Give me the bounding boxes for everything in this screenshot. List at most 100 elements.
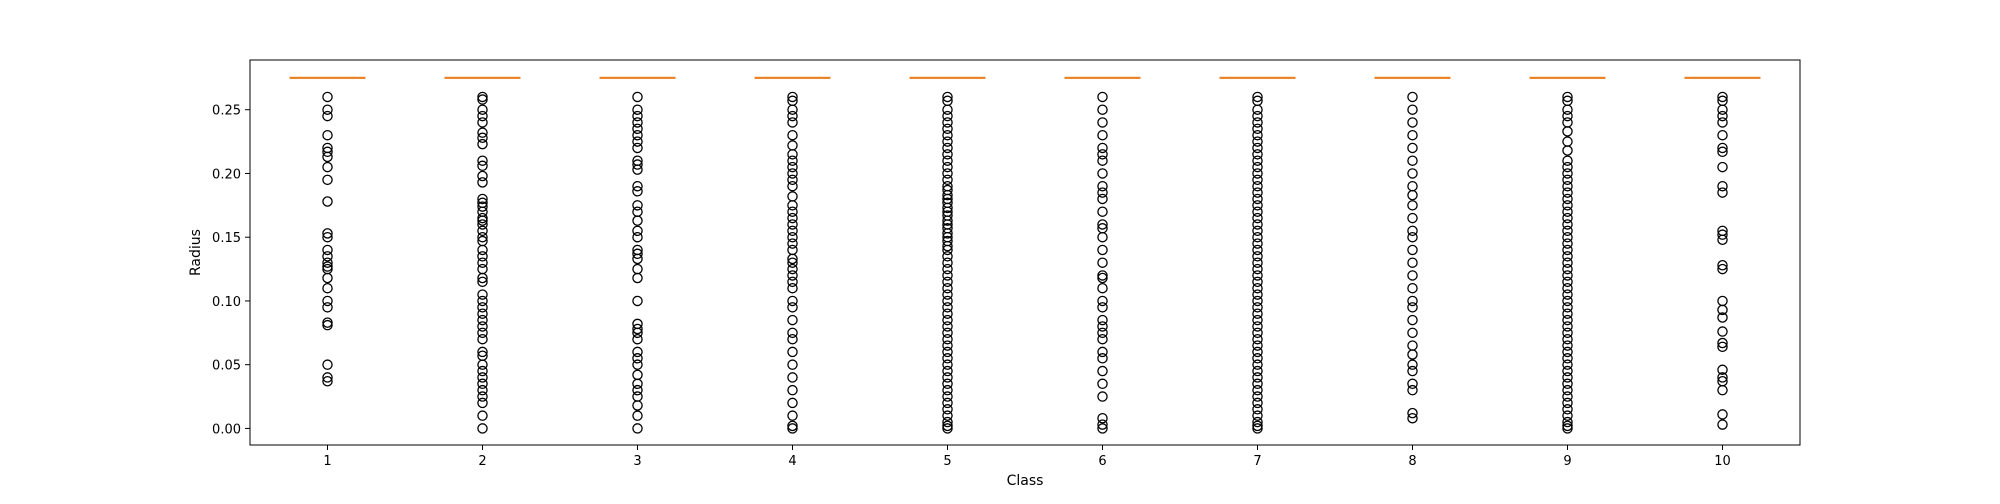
outlier-point	[322, 372, 333, 383]
outlier-point	[1097, 419, 1108, 430]
outlier-point	[942, 404, 953, 415]
outlier-point	[1097, 378, 1108, 390]
outlier-point	[632, 333, 643, 345]
outlier-point	[1252, 327, 1263, 339]
outlier-point	[942, 423, 953, 434]
outlier-point	[632, 123, 643, 135]
outlier-point	[322, 110, 333, 122]
outlier-point	[1252, 168, 1263, 179]
outlier-point	[1097, 365, 1108, 377]
x-tick-label: 3	[633, 454, 641, 469]
outlier-point	[1252, 149, 1263, 160]
outlier-point	[787, 117, 798, 128]
outlier-point	[632, 142, 643, 154]
outlier-point	[632, 295, 643, 307]
outlier-point	[1562, 145, 1573, 156]
outlier-point	[1562, 168, 1573, 179]
y-tick-label: 0.15	[212, 231, 241, 246]
outlier-point	[322, 129, 333, 141]
outlier-point	[787, 384, 798, 396]
outlier-point	[1097, 282, 1108, 294]
outlier-point	[942, 129, 953, 141]
outlier-point	[1717, 419, 1728, 430]
outlier-point	[1252, 225, 1263, 237]
outlier-point	[1407, 365, 1418, 377]
x-tick-label: 4	[788, 454, 796, 469]
outlier-point	[1097, 327, 1108, 339]
outlier-point	[1717, 304, 1728, 316]
outlier-point	[1252, 308, 1263, 319]
outlier-point	[942, 302, 953, 313]
outlier-point	[1562, 231, 1573, 243]
outlier-point	[477, 215, 488, 226]
outlier-point	[1252, 257, 1263, 268]
outlier-point	[1407, 189, 1418, 201]
outlier-point	[632, 129, 643, 141]
outlier-point	[632, 200, 643, 211]
outlier-point	[632, 248, 643, 260]
outlier-point	[1252, 420, 1263, 432]
outlier-point	[632, 384, 643, 396]
outlier-point	[787, 423, 798, 434]
outlier-point	[942, 276, 953, 288]
outlier-point	[477, 397, 488, 409]
outlier-point	[787, 327, 798, 339]
outlier-point	[632, 104, 643, 115]
outlier-point	[632, 225, 643, 237]
outlier-point	[1252, 110, 1263, 122]
x-tick-label: 2	[478, 454, 486, 469]
outlier-point	[787, 174, 798, 186]
outlier-point	[477, 201, 488, 212]
outlier-point	[1407, 155, 1418, 166]
outlier-point	[477, 327, 488, 339]
outlier-point	[1097, 257, 1108, 268]
outlier-point	[942, 168, 953, 179]
outlier-point	[1252, 193, 1263, 205]
outlier-point	[1097, 129, 1108, 141]
outlier-point	[322, 282, 333, 294]
outlier-point	[322, 272, 333, 284]
outlier-point	[632, 136, 643, 147]
outlier-point	[787, 302, 798, 313]
outlier-point	[1562, 420, 1573, 432]
outlier-point	[787, 225, 798, 237]
outlier-point	[1562, 200, 1573, 211]
outlier-point	[1097, 180, 1108, 192]
outlier-point	[1252, 340, 1263, 351]
outlier-point	[1407, 295, 1418, 307]
outlier-point	[477, 104, 488, 115]
outlier-point	[1097, 91, 1108, 103]
outlier-point	[942, 359, 953, 370]
x-tick-label: 9	[1563, 454, 1571, 469]
outlier-point	[632, 378, 643, 390]
outlier-point	[787, 200, 798, 211]
outlier-point	[477, 193, 488, 205]
outlier-point	[1097, 142, 1108, 154]
outlier-point	[1562, 295, 1573, 307]
outlier-point	[1252, 346, 1263, 358]
marks-layer	[289, 76, 1761, 434]
outlier-point	[1407, 282, 1418, 294]
outlier-point	[942, 91, 953, 103]
outlier-point	[1562, 104, 1573, 115]
outlier-point	[942, 136, 953, 147]
outlier-point	[1717, 146, 1728, 158]
outlier-point	[1717, 384, 1728, 396]
outlier-point	[942, 228, 953, 239]
outlier-point	[1252, 91, 1263, 103]
outlier-point	[1562, 91, 1573, 103]
outlier-point	[1407, 314, 1418, 326]
outlier-point	[1562, 353, 1573, 364]
y-axis-label: Radius	[188, 229, 204, 276]
outlier-point	[942, 142, 953, 154]
outlier-point	[1252, 365, 1263, 377]
outlier-point	[1252, 200, 1263, 211]
outlier-point	[942, 282, 953, 294]
outlier-point	[322, 91, 333, 103]
outlier-point	[1252, 238, 1263, 249]
outlier-point	[1562, 365, 1573, 377]
outlier-point	[477, 365, 488, 377]
outlier-point	[1717, 372, 1728, 383]
outlier-point	[477, 276, 488, 288]
outlier-point	[942, 372, 953, 383]
